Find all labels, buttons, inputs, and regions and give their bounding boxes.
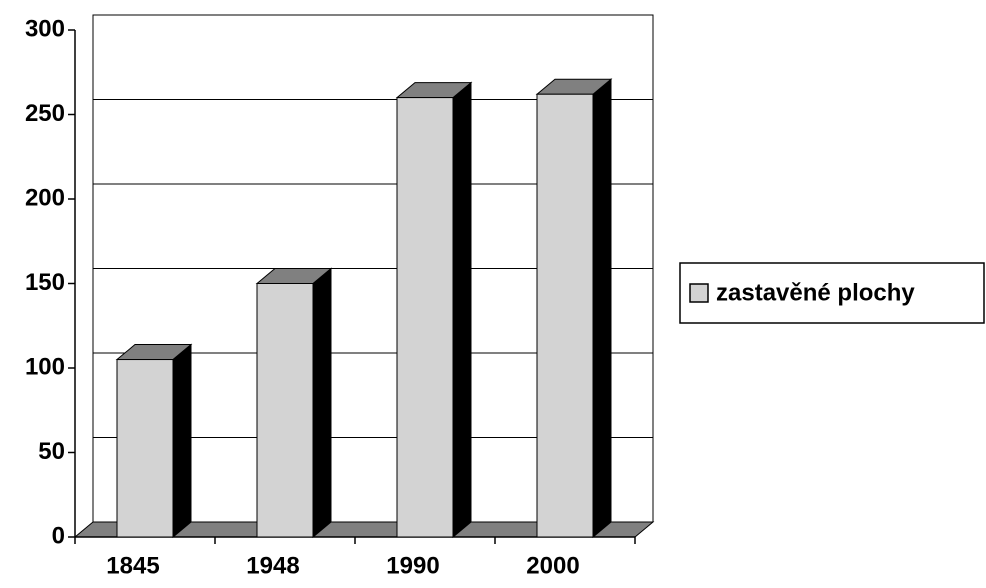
x-tick-label: 1948 <box>246 552 299 579</box>
y-tick-label: 250 <box>25 100 65 127</box>
x-tick-label: 2000 <box>526 552 579 579</box>
y-tick-label: 50 <box>38 438 65 465</box>
y-tick-label: 150 <box>25 269 65 296</box>
legend <box>679 262 985 324</box>
x-tick-label: 1990 <box>386 552 439 579</box>
y-tick-label: 200 <box>25 184 65 211</box>
y-tick-label: 0 <box>52 522 65 549</box>
y-tick-label: 300 <box>25 15 65 42</box>
x-tick-label: 1845 <box>106 552 159 579</box>
bar-side <box>312 267 332 539</box>
bar <box>116 359 174 538</box>
bar <box>536 93 594 538</box>
bar <box>256 283 314 538</box>
bar-side <box>172 343 192 539</box>
y-tick-label: 100 <box>25 353 65 380</box>
legend-label: zastavěné plochy <box>716 279 915 306</box>
bar-side <box>452 81 472 539</box>
bar-side <box>592 78 612 539</box>
legend-swatch <box>689 283 709 303</box>
bar <box>396 97 454 538</box>
